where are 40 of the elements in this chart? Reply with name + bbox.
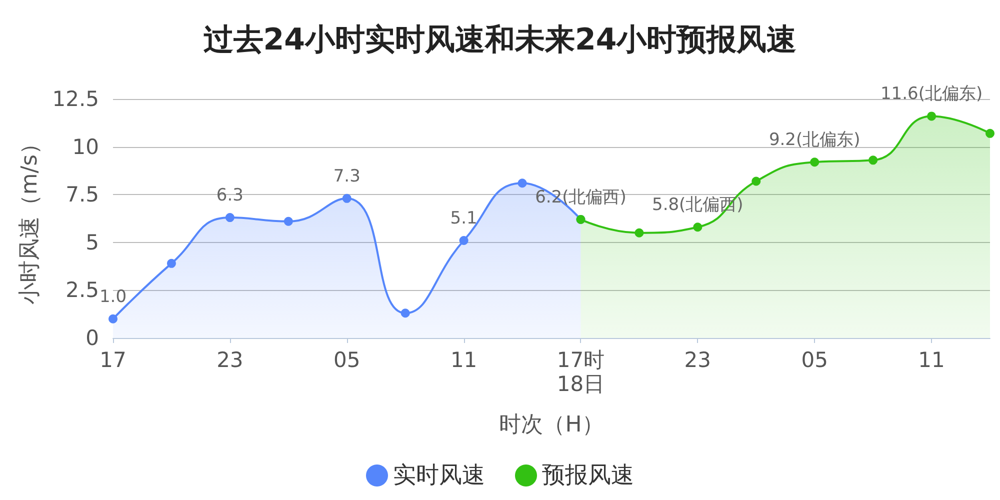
- y-tick-label: 0: [86, 326, 99, 350]
- x-tick-label: 23: [684, 348, 712, 372]
- y-tick-label: 10: [72, 134, 99, 159]
- data-label: 9.2(北偏东): [768, 130, 860, 150]
- chart-title: 过去24小时实时风速和未来24小时预报风速: [203, 22, 797, 58]
- data-label: 7.3: [333, 166, 360, 186]
- point: [986, 128, 994, 138]
- data-label: 11.6(北偏东): [880, 84, 983, 104]
- point: [868, 156, 878, 165]
- point: [284, 216, 293, 226]
- y-tick-label: 5: [86, 230, 99, 254]
- y-tick-label: 12.5: [52, 87, 99, 111]
- point: [810, 158, 820, 167]
- y-tick-label: 7.5: [66, 182, 99, 207]
- point: [225, 213, 234, 222]
- legend-label: 预报风速: [542, 462, 634, 488]
- point: [518, 178, 527, 188]
- data-label: 6.3: [216, 186, 244, 206]
- legend-label: 实时风速: [393, 462, 485, 488]
- y-tick-label: 2.5: [66, 278, 99, 302]
- x-tick-label: 11: [450, 348, 478, 372]
- x-tick-label: 23: [216, 348, 244, 372]
- point: [108, 314, 118, 324]
- data-label: 5.1: [450, 208, 478, 228]
- x-axis-title: 时次（H）: [499, 412, 604, 438]
- point: [166, 258, 176, 268]
- point: [342, 194, 352, 203]
- data-label: 1.0: [99, 286, 127, 307]
- point: [459, 236, 468, 245]
- y-axis-title: 小时风速（m/s）: [18, 132, 42, 305]
- x-tick-label: 17: [100, 348, 126, 372]
- x-tick-label: 11: [918, 348, 945, 372]
- point: [927, 112, 936, 121]
- x-tick-label: 05: [801, 348, 828, 372]
- point: [400, 308, 410, 318]
- point: [693, 222, 702, 232]
- point: [752, 176, 761, 186]
- x-tick-label: 05: [334, 348, 360, 372]
- point: [634, 228, 644, 238]
- x-tick-label: 17时 18日: [556, 348, 605, 396]
